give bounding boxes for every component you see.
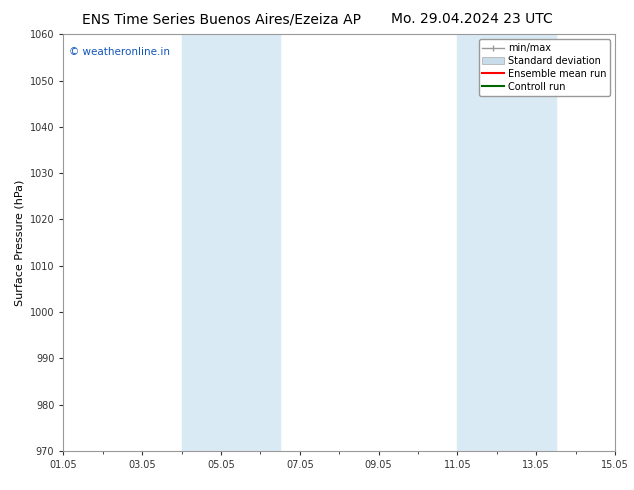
Text: © weatheronline.in: © weatheronline.in bbox=[69, 47, 170, 57]
Legend: min/max, Standard deviation, Ensemble mean run, Controll run: min/max, Standard deviation, Ensemble me… bbox=[479, 39, 610, 96]
Y-axis label: Surface Pressure (hPa): Surface Pressure (hPa) bbox=[14, 179, 24, 306]
Bar bbox=[497, 34, 556, 451]
Bar bbox=[221, 34, 280, 451]
Text: ENS Time Series Buenos Aires/Ezeiza AP: ENS Time Series Buenos Aires/Ezeiza AP bbox=[82, 12, 361, 26]
Text: Mo. 29.04.2024 23 UTC: Mo. 29.04.2024 23 UTC bbox=[391, 12, 553, 26]
Bar bbox=[181, 34, 221, 451]
Bar bbox=[457, 34, 497, 451]
